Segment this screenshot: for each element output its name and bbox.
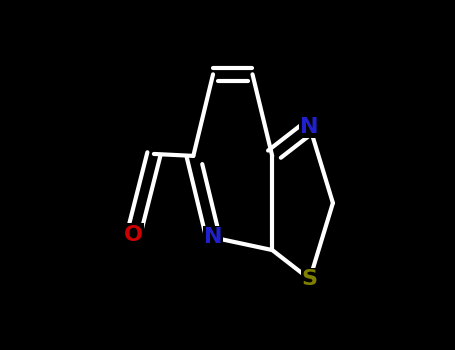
Text: N: N	[300, 117, 319, 137]
Text: O: O	[124, 224, 143, 245]
Text: S: S	[302, 269, 318, 289]
Text: N: N	[204, 228, 222, 247]
